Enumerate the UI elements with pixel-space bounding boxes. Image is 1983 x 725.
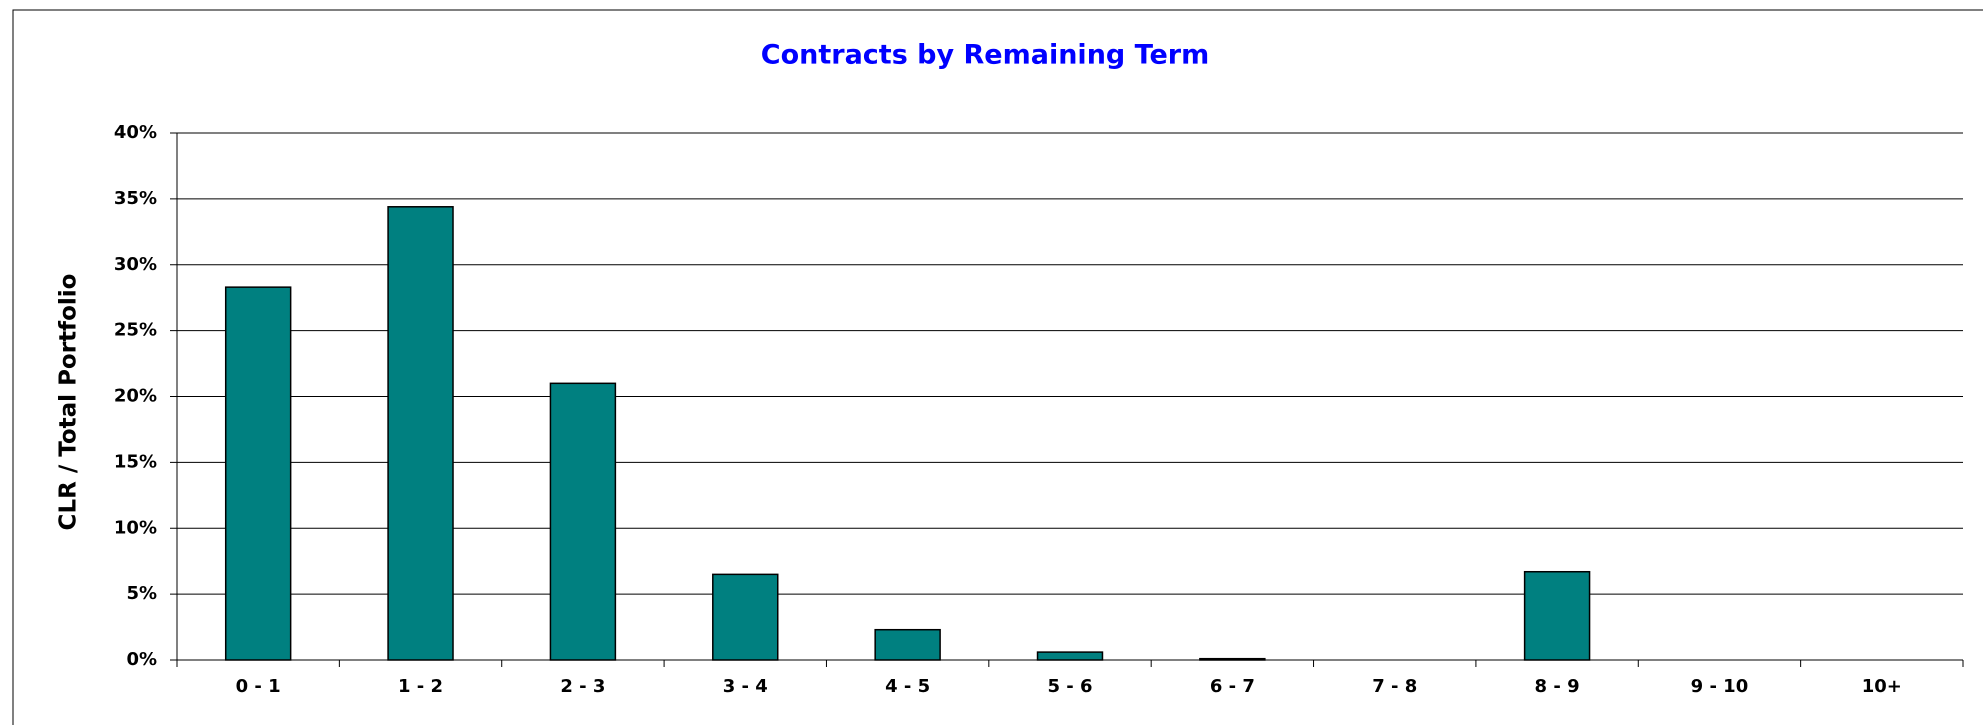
y-tick-label: 25% <box>114 320 157 341</box>
x-tick-label: 1 - 2 <box>398 676 443 697</box>
y-tick-label: 20% <box>114 386 157 407</box>
x-tick-label: 10+ <box>1862 676 1902 697</box>
x-tick-label: 7 - 8 <box>1372 676 1417 697</box>
x-tick-label: 0 - 1 <box>236 676 281 697</box>
x-tick-label: 8 - 9 <box>1535 676 1580 697</box>
x-tick-label: 4 - 5 <box>885 676 930 697</box>
y-axis-title: CLR / Total Portfolio <box>56 274 82 531</box>
x-tick-label: 2 - 3 <box>560 676 605 697</box>
y-tick-label: 10% <box>114 517 157 538</box>
y-tick-label: 30% <box>114 254 157 275</box>
bar <box>387 206 454 661</box>
x-tick-label: 6 - 7 <box>1210 676 1255 697</box>
bar <box>712 573 779 661</box>
y-tick-label: 0% <box>126 649 157 670</box>
y-tick-label: 35% <box>114 188 157 209</box>
y-tick-label: 15% <box>114 451 157 472</box>
bar <box>1523 570 1591 661</box>
x-tick-label: 3 - 4 <box>723 676 768 697</box>
y-tick-label: 5% <box>126 583 157 604</box>
x-tick-label: 9 - 10 <box>1691 676 1749 697</box>
bar <box>224 286 292 661</box>
bar <box>874 628 941 661</box>
x-tick-label: 5 - 6 <box>1047 676 1092 697</box>
y-tick-label: 40% <box>114 122 157 143</box>
bar <box>1036 651 1104 661</box>
chart-frame <box>12 9 1983 725</box>
bar <box>549 382 617 661</box>
chart-title: Contracts by Remaining Term <box>761 40 1209 71</box>
